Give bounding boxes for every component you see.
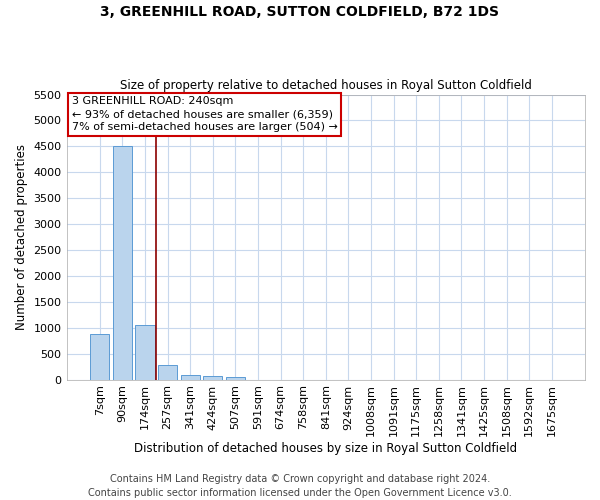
Bar [136, 324, 155, 380]
Title: Size of property relative to detached houses in Royal Sutton Coldfield: Size of property relative to detached ho… [120, 79, 532, 92]
Text: 3, GREENHILL ROAD, SUTTON COLDFIELD, B72 1DS: 3, GREENHILL ROAD, SUTTON COLDFIELD, B72… [101, 5, 499, 19]
Bar [158, 364, 177, 380]
Bar [181, 376, 200, 380]
Y-axis label: Number of detached properties: Number of detached properties [15, 144, 28, 330]
Text: 3 GREENHILL ROAD: 240sqm
← 93% of detached houses are smaller (6,359)
7% of semi: 3 GREENHILL ROAD: 240sqm ← 93% of detach… [72, 96, 338, 132]
X-axis label: Distribution of detached houses by size in Royal Sutton Coldfield: Distribution of detached houses by size … [134, 442, 517, 455]
Bar [113, 146, 132, 380]
Bar [226, 377, 245, 380]
Bar [203, 376, 223, 380]
Bar [90, 334, 109, 380]
Text: Contains HM Land Registry data © Crown copyright and database right 2024.
Contai: Contains HM Land Registry data © Crown c… [88, 474, 512, 498]
